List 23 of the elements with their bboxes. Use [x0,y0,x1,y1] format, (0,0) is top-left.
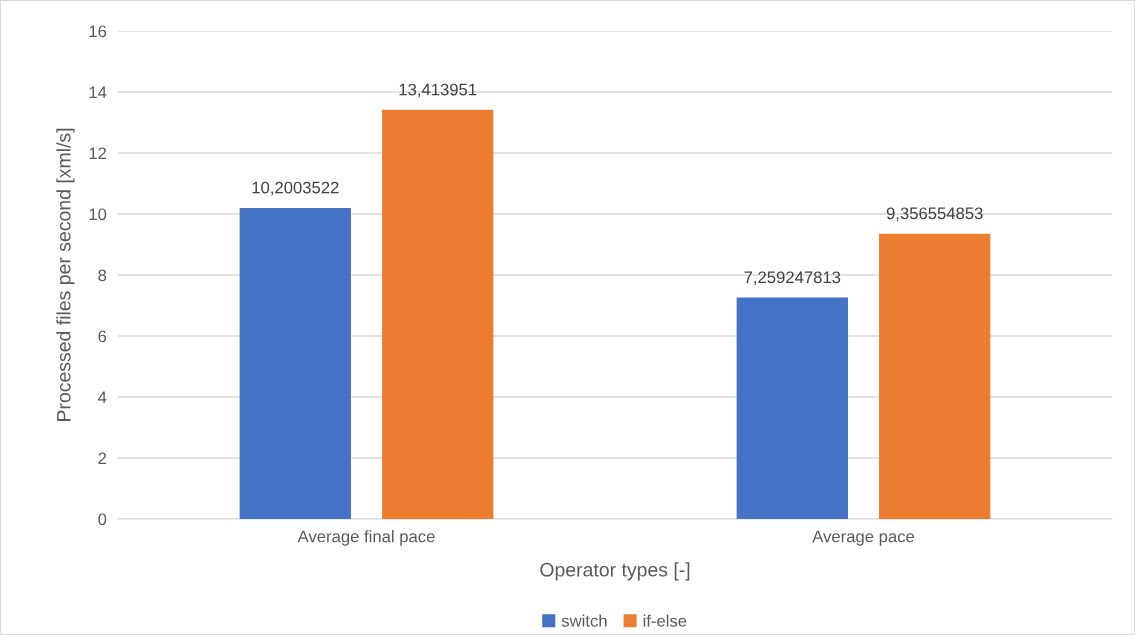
y-tick-label: 2 [98,452,107,465]
x-axis-title: Operator types [-] [540,562,690,581]
data-label: 7,259247813 [744,271,841,286]
bar [879,233,991,519]
legend-label: if-else [643,614,687,627]
x-tick-label: Average pace [812,530,915,546]
data-label: 13,413951 [399,83,477,98]
bar [382,109,494,519]
y-tick-label: 6 [98,330,107,343]
legend-label: switch [561,614,607,627]
y-tick-label: 10 [89,208,107,221]
y-tick-label: 4 [98,391,107,404]
y-tick-label: 8 [98,269,107,282]
y-tick-label: 0 [98,513,107,526]
x-tick-label: Average final pace [297,530,435,546]
y-tick-label: 14 [89,86,107,99]
bar [736,297,848,519]
bar [239,207,351,519]
data-label: 10,2003522 [252,181,339,196]
y-tick-label: 12 [89,147,107,160]
data-label: 9,356554853 [886,207,983,222]
y-axis-title: Processed files per second [xml/s] [56,128,75,421]
y-tick-label: 16 [89,25,107,38]
